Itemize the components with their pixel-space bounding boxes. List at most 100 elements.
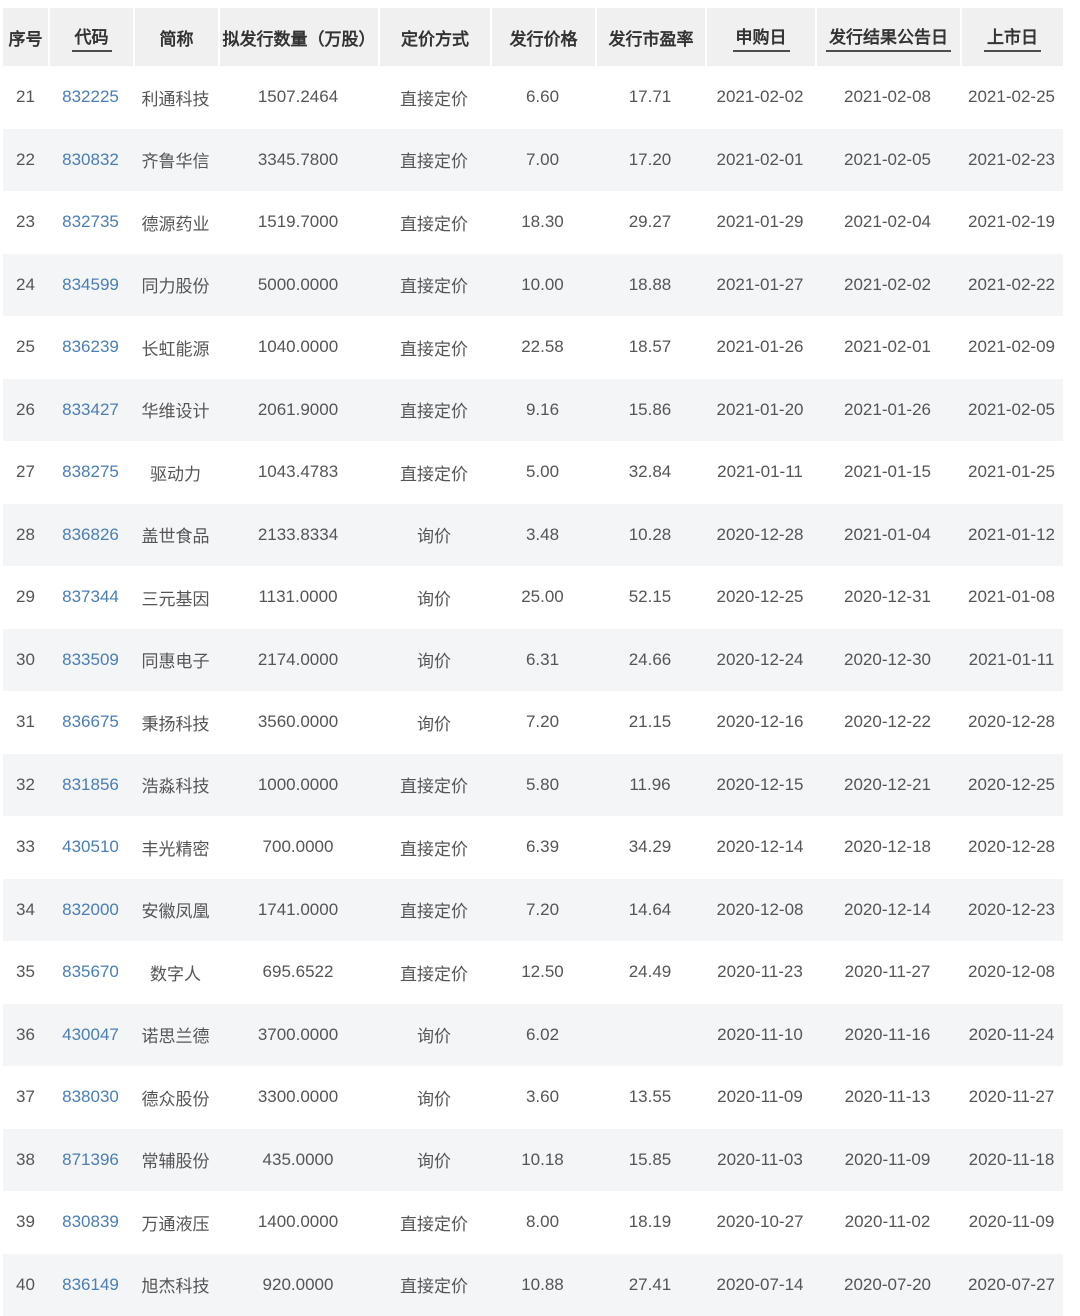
cell-quantity: 1000.0000 [257,774,339,794]
stock-code-link[interactable]: 833427 [62,399,119,419]
stock-code-link[interactable]: 836239 [62,337,119,357]
table-row: 36 430047 诺思兰德 3700.0000 询价 6.02 2020-11-10 202… [3,1003,1063,1066]
cell-seq: 28 [16,524,35,544]
cell-code: 831856 [48,754,133,817]
cell-subscription_date: 2020-10-27 [716,1212,804,1232]
cell-subscription_date: 2020-12-16 [716,712,804,732]
cell-quantity: 1741.0000 [257,899,339,919]
stock-code-link[interactable]: 838030 [62,1087,119,1107]
stock-code-link[interactable]: 831856 [62,774,119,794]
header-row: 序号 代码 简称 拟发行数量（万股） 定价方式 发行价格 发行市盈率 申购日 发行结果公告日 上市… [3,8,1063,66]
table-row: 37 838030 德众股份 3300.0000 询价 3.60 13.55 2020-11-… [3,1066,1063,1129]
cell-pricing_method: 直接定价 [400,339,468,359]
column-header-code[interactable]: 代码 [48,8,133,66]
cell-announcement_date: 2020-12-22 [844,712,931,732]
cell-subscription_date: 2021-01-20 [716,399,804,419]
column-header-pricing_method: 定价方式 [378,8,490,66]
table-row: 38 871396 常辅股份 435.0000 询价 10.18 15.85 2020-11-… [3,1128,1063,1191]
cell-name: 丰光精密 [141,839,210,859]
table-row: 25 836239 长虹能源 1040.0000 直接定价 22.58 18.57 2021-… [3,316,1063,379]
column-header-subscription_date[interactable]: 申购日 [705,8,815,66]
cell-seq: 34 [16,899,35,919]
cell-subscription_date: 2020-11-10 [717,1024,803,1044]
cell-listing_date: 2021-02-19 [968,212,1055,232]
cell-seq: 35 [16,962,35,982]
cell-price: 10.88 [521,1274,564,1294]
cell-code: 836239 [48,316,133,379]
cell-price: 7.00 [525,149,560,169]
column-label: 简称 [159,29,194,49]
cell-quantity: 5000.0000 [257,274,339,294]
cell-seq: 30 [16,649,35,669]
column-label: 拟发行数量（万股） [222,29,376,49]
cell-price: 5.00 [525,462,560,482]
cell-announcement_date: 2021-02-01 [844,337,931,357]
cell-code: 836826 [48,504,133,567]
stock-code-link[interactable]: 430510 [62,837,119,857]
cell-price: 6.02 [525,1024,560,1044]
cell-code: 838030 [48,1066,133,1129]
cell-listing_date: 2021-02-25 [968,87,1055,107]
cell-code: 830839 [48,1191,133,1254]
stock-code-link[interactable]: 832000 [62,899,119,919]
cell-seq: 24 [16,274,35,294]
sortable-column-label[interactable]: 上市日 [984,23,1041,52]
column-header-price: 发行价格 [490,8,595,66]
stock-code-link[interactable]: 833509 [62,649,119,669]
stock-code-link[interactable]: 835670 [62,962,119,982]
cell-listing_date: 2021-02-05 [968,399,1055,419]
cell-listing_date: 2021-01-25 [968,462,1055,482]
cell-listing_date: 2021-02-09 [968,337,1055,357]
cell-announcement_date: 2021-01-26 [844,399,931,419]
stock-code-link[interactable]: 837344 [62,587,119,607]
cell-listing_date: 2021-02-23 [968,149,1055,169]
cell-price: 7.20 [525,712,560,732]
cell-pricing_method: 直接定价 [400,89,468,109]
stock-code-link[interactable]: 836149 [62,1274,119,1294]
cell-pe_ratio: 21.15 [628,712,672,732]
cell-name: 秉扬科技 [141,714,210,734]
cell-listing_date: 2020-12-23 [968,899,1055,919]
cell-quantity: 3700.0000 [257,1024,339,1044]
table-row: 27 838275 驱动力 1043.4783 直接定价 5.00 32.84 2021-01… [3,441,1063,504]
cell-pe_ratio: 24.49 [628,962,672,982]
cell-pe_ratio: 15.86 [628,399,672,419]
cell-name: 万通液压 [141,1214,210,1234]
sortable-column-label[interactable]: 申购日 [732,23,790,52]
cell-pricing_method: 直接定价 [400,402,468,422]
column-header-listing_date[interactable]: 上市日 [960,8,1063,66]
sortable-column-label[interactable]: 代码 [71,23,112,52]
stock-code-link[interactable]: 836826 [62,524,119,544]
table-row: 22 830832 齐鲁华信 3345.7800 直接定价 7.00 17.20 2021-0… [3,128,1063,191]
cell-seq: 23 [16,212,35,232]
cell-pricing_method: 直接定价 [400,964,468,984]
cell-quantity: 2133.8334 [257,524,339,544]
cell-announcement_date: 2020-11-13 [844,1087,931,1107]
cell-pricing_method: 询价 [417,1027,451,1047]
stock-code-link[interactable]: 871396 [62,1149,119,1169]
cell-pricing_method: 直接定价 [400,777,468,797]
cell-announcement_date: 2021-02-05 [844,149,931,169]
stock-code-link[interactable]: 830832 [62,149,119,169]
cell-code: 832225 [48,66,133,129]
stock-code-link[interactable]: 838275 [62,462,119,482]
stock-code-link[interactable]: 832225 [62,87,119,107]
sortable-column-label[interactable]: 发行结果公告日 [826,23,951,52]
cell-code: 430510 [48,816,133,879]
cell-pricing_method: 直接定价 [400,902,468,922]
stock-code-link[interactable]: 836675 [62,712,119,732]
stock-code-link[interactable]: 830839 [62,1212,119,1232]
stock-code-link[interactable]: 430047 [62,1024,119,1044]
stock-code-link[interactable]: 834599 [62,274,119,294]
column-header-announcement_date[interactable]: 发行结果公告日 [815,8,960,66]
cell-pe_ratio: 10.28 [628,524,672,544]
cell-pricing_method: 直接定价 [400,152,468,172]
stock-code-link[interactable]: 832735 [62,212,119,232]
table-row: 21 832225 利通科技 1507.2464 直接定价 6.60 17.71 2021-0… [3,66,1063,129]
cell-pe_ratio: 18.57 [628,337,672,357]
cell-pe_ratio: 52.15 [628,587,672,607]
cell-subscription_date: 2021-02-02 [716,87,804,107]
cell-code: 837344 [48,566,133,629]
cell-pe_ratio: 29.27 [628,212,672,232]
cell-announcement_date: 2021-01-04 [844,524,931,544]
